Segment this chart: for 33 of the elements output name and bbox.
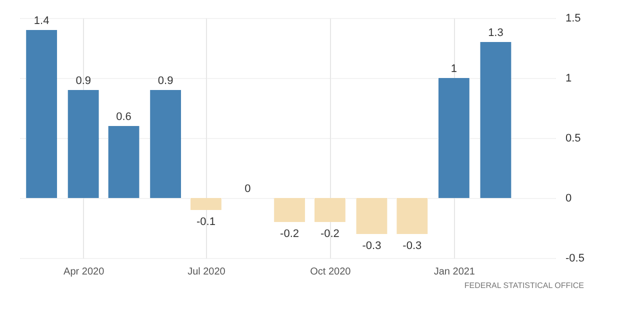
data-label: 1.4: [34, 15, 50, 27]
bar: [274, 198, 305, 222]
text: FEDERAL STATISTICAL OFFICE: [464, 281, 584, 290]
x-tick-label: Oct 2020: [310, 266, 352, 278]
data-label: 0.9: [158, 75, 174, 87]
bar: [26, 30, 58, 198]
y-tick-label: 1: [566, 72, 572, 84]
data-label: 0.6: [116, 111, 132, 123]
bar: [108, 126, 140, 198]
y-tick-label: 1.5: [566, 12, 581, 24]
data-label: -0.3: [362, 240, 382, 252]
data-label: 0.9: [76, 75, 91, 87]
data-label: -0.2: [320, 228, 340, 240]
y-tick-label: 0: [566, 192, 572, 204]
data-label: 1.3: [488, 27, 504, 39]
y-tick-label: -0.5: [566, 252, 584, 264]
bar: [190, 198, 222, 210]
y-tick-label: 0.5: [566, 132, 581, 144]
x-tick-label: Apr 2020: [64, 266, 105, 278]
bar: [396, 198, 428, 234]
bar: [150, 90, 181, 198]
x-tick-label: Jul 2020: [188, 266, 226, 278]
bar: [356, 198, 388, 234]
bar: [438, 78, 470, 198]
x-tick-label: Jan 2021: [434, 266, 476, 278]
data-label: -0.1: [196, 216, 216, 228]
data-label: -0.2: [280, 228, 300, 240]
data-label: 0: [244, 183, 251, 195]
data-label: 1: [450, 63, 457, 75]
bar: [68, 90, 99, 198]
bar: [480, 42, 512, 198]
data-label: -0.3: [402, 240, 422, 252]
bar: [314, 198, 346, 222]
